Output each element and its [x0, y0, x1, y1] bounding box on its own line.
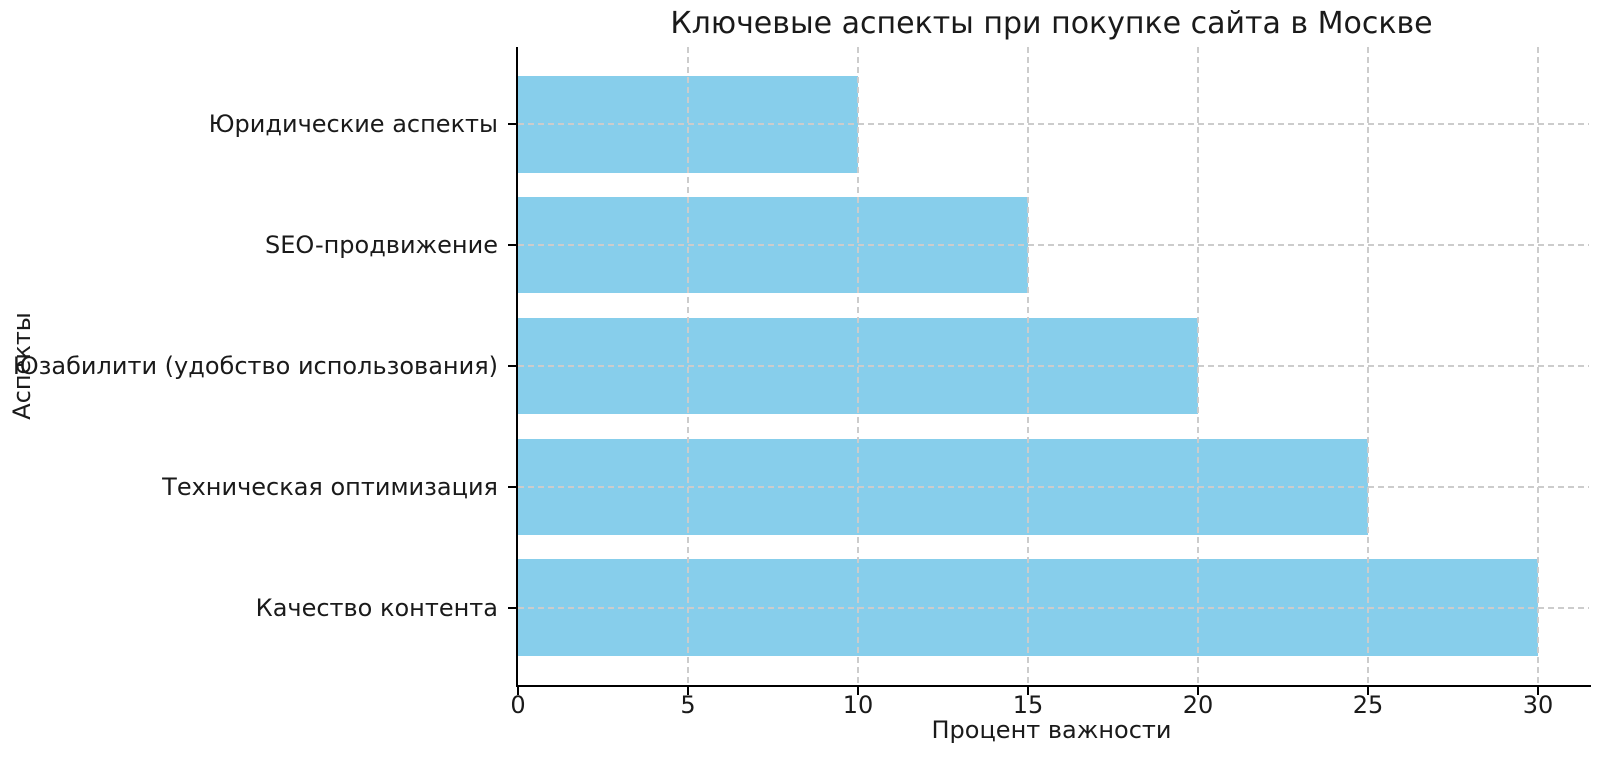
y-tick-label: Юридические аспекты: [208, 110, 498, 139]
y-tick-mark: [508, 123, 516, 126]
y-tick-label: Качество контента: [255, 593, 498, 622]
y-tick-label: SEO-продвижение: [264, 231, 498, 260]
chart-title: Ключевые аспекты при покупке сайта в Мос…: [670, 6, 1433, 41]
y-tick-mark: [508, 606, 516, 609]
y-tick-mark: [508, 244, 516, 247]
x-tick-mark: [687, 687, 689, 695]
x-tick-label: 10: [842, 691, 874, 719]
x-tick-label: 0: [510, 691, 526, 719]
y-gridline: [518, 606, 1589, 609]
y-axis-spine: [516, 47, 518, 687]
y-gridline: [518, 365, 1589, 367]
x-tick-label: 25: [1352, 691, 1384, 719]
x-axis-title: Процент важности: [931, 716, 1172, 744]
y-tick-mark: [508, 485, 516, 488]
x-tick-mark: [857, 687, 859, 695]
x-tick-label: 15: [1012, 691, 1044, 719]
x-tick-label: 20: [1182, 691, 1214, 719]
x-tick-mark: [1367, 687, 1369, 695]
x-tick-mark: [1537, 687, 1539, 695]
y-tick-mark: [508, 365, 516, 367]
x-axis-spine: [516, 685, 1591, 687]
y-tick-label: Техническая оптимизация: [162, 472, 498, 501]
y-gridline: [518, 244, 1589, 247]
x-tick-mark: [517, 687, 519, 695]
x-tick-label: 30: [1522, 691, 1554, 719]
x-tick-label: 5: [680, 691, 696, 719]
x-tick-mark: [1027, 687, 1029, 695]
y-gridline: [518, 123, 1589, 126]
y-gridline: [518, 485, 1589, 488]
y-tick-label: Юзабилити (удобство использования): [12, 352, 498, 380]
x-tick-mark: [1197, 687, 1199, 695]
plot-area: [518, 47, 1589, 685]
